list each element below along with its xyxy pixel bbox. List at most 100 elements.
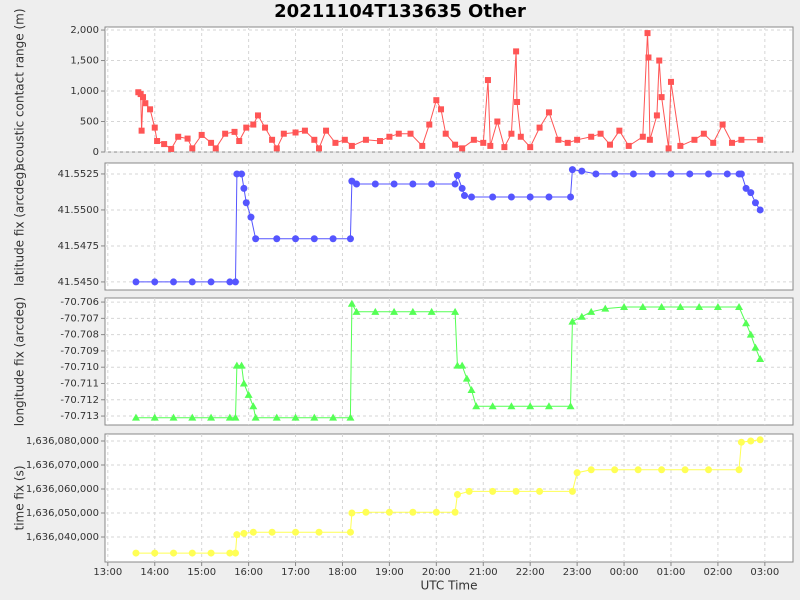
marker: [188, 278, 196, 286]
marker: [316, 145, 323, 152]
marker: [568, 166, 576, 174]
marker: [513, 48, 520, 55]
marker: [151, 549, 159, 557]
marker: [323, 127, 330, 134]
marker: [426, 121, 433, 128]
x-tick-label: 03:00: [750, 567, 779, 578]
marker: [606, 141, 613, 148]
y-tick-label: 1,636,080,000: [26, 436, 99, 447]
marker: [658, 94, 665, 101]
marker: [236, 138, 243, 145]
marker: [427, 307, 436, 315]
marker: [151, 124, 158, 131]
marker: [747, 189, 755, 197]
y-tick-label: 0: [93, 147, 99, 158]
marker: [346, 235, 354, 243]
x-tick-label: 23:00: [563, 567, 592, 578]
marker: [348, 509, 356, 517]
marker: [487, 142, 494, 149]
marker: [747, 437, 755, 445]
y-tick-label: 1,636,050,000: [26, 508, 99, 519]
marker: [131, 413, 140, 421]
marker: [451, 180, 459, 188]
marker: [480, 139, 487, 146]
marker: [507, 402, 516, 410]
marker: [409, 180, 417, 188]
marker: [514, 99, 521, 105]
x-tick-label: 17:00: [281, 567, 310, 578]
marker: [249, 402, 258, 410]
marker: [453, 171, 461, 179]
marker: [564, 139, 571, 146]
y-axis-label: time fix (s): [13, 465, 27, 530]
marker: [488, 402, 497, 410]
y-tick-label: 41.5475: [58, 241, 99, 252]
marker: [432, 508, 440, 516]
y-tick-label: -70.713: [60, 411, 99, 422]
marker: [653, 112, 660, 119]
y-tick-label: 41.5500: [58, 205, 99, 216]
marker: [625, 142, 632, 149]
marker: [757, 136, 764, 143]
marker: [489, 487, 497, 495]
marker: [658, 466, 666, 474]
marker: [735, 466, 743, 474]
marker: [428, 180, 436, 188]
marker: [329, 235, 337, 243]
y-tick-label: -70.706: [60, 297, 99, 308]
marker: [705, 170, 713, 178]
marker: [251, 413, 260, 421]
marker: [667, 170, 675, 178]
marker: [677, 142, 684, 149]
marker: [280, 130, 287, 137]
marker: [713, 302, 722, 310]
y-tick-label: 1,500: [70, 56, 99, 67]
marker: [208, 139, 215, 146]
marker: [728, 139, 735, 146]
marker: [207, 549, 215, 557]
marker: [751, 199, 759, 207]
marker: [710, 139, 717, 146]
marker: [737, 170, 745, 178]
marker: [346, 528, 354, 536]
marker: [408, 307, 417, 315]
marker: [681, 466, 689, 474]
marker: [407, 130, 414, 137]
marker: [184, 135, 191, 142]
marker: [578, 167, 586, 175]
marker: [676, 302, 685, 310]
marker: [240, 529, 248, 537]
marker: [231, 549, 239, 557]
y-tick-label: -70.710: [60, 362, 99, 373]
marker: [226, 278, 234, 286]
marker: [225, 413, 234, 421]
marker: [597, 130, 604, 137]
marker: [231, 278, 239, 286]
x-tick-label: 15:00: [187, 567, 216, 578]
y-tick-label: -70.708: [60, 330, 99, 341]
marker: [601, 304, 610, 312]
marker: [462, 374, 471, 382]
marker: [577, 312, 586, 320]
x-tick-label: 21:00: [469, 567, 498, 578]
marker: [362, 508, 370, 516]
y-axis-label: acoustic contact range (m): [13, 8, 27, 170]
x-tick-label: 22:00: [516, 567, 545, 578]
plot-area: [104, 297, 794, 426]
marker: [310, 413, 319, 421]
marker: [237, 361, 246, 369]
marker: [517, 133, 524, 140]
plot-area: [104, 433, 794, 563]
marker: [161, 141, 168, 148]
marker: [222, 130, 229, 137]
marker: [695, 302, 704, 310]
marker: [301, 127, 308, 134]
marker: [746, 330, 755, 338]
x-tick-label: 20:00: [422, 567, 451, 578]
x-tick-label: 13:00: [93, 567, 122, 578]
marker: [250, 121, 257, 128]
x-tick-label: 16:00: [234, 567, 263, 578]
marker: [545, 109, 552, 116]
marker: [419, 142, 426, 149]
